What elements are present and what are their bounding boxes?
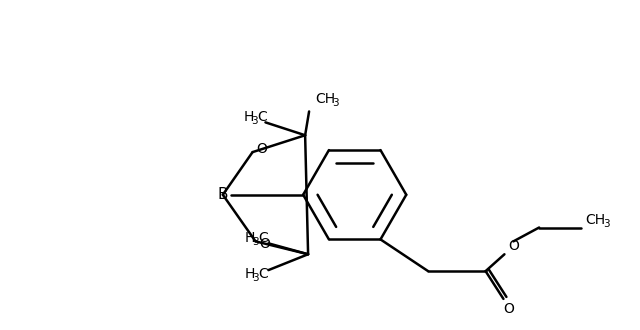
Text: 3: 3 (332, 98, 339, 108)
Text: O: O (259, 237, 270, 251)
Text: B: B (218, 187, 228, 202)
Text: C: C (257, 111, 268, 124)
Text: H: H (244, 267, 255, 281)
Text: C: C (259, 231, 268, 246)
Text: 3: 3 (253, 273, 259, 283)
Text: H: H (244, 111, 254, 124)
Text: CH: CH (315, 91, 335, 106)
Text: H: H (244, 231, 255, 246)
Text: O: O (503, 302, 514, 316)
Text: C: C (259, 267, 268, 281)
Text: CH: CH (586, 213, 606, 227)
Text: 3: 3 (252, 116, 258, 126)
Text: O: O (508, 239, 519, 253)
Text: 3: 3 (253, 237, 259, 248)
Text: 3: 3 (604, 218, 610, 229)
Text: O: O (256, 142, 267, 156)
